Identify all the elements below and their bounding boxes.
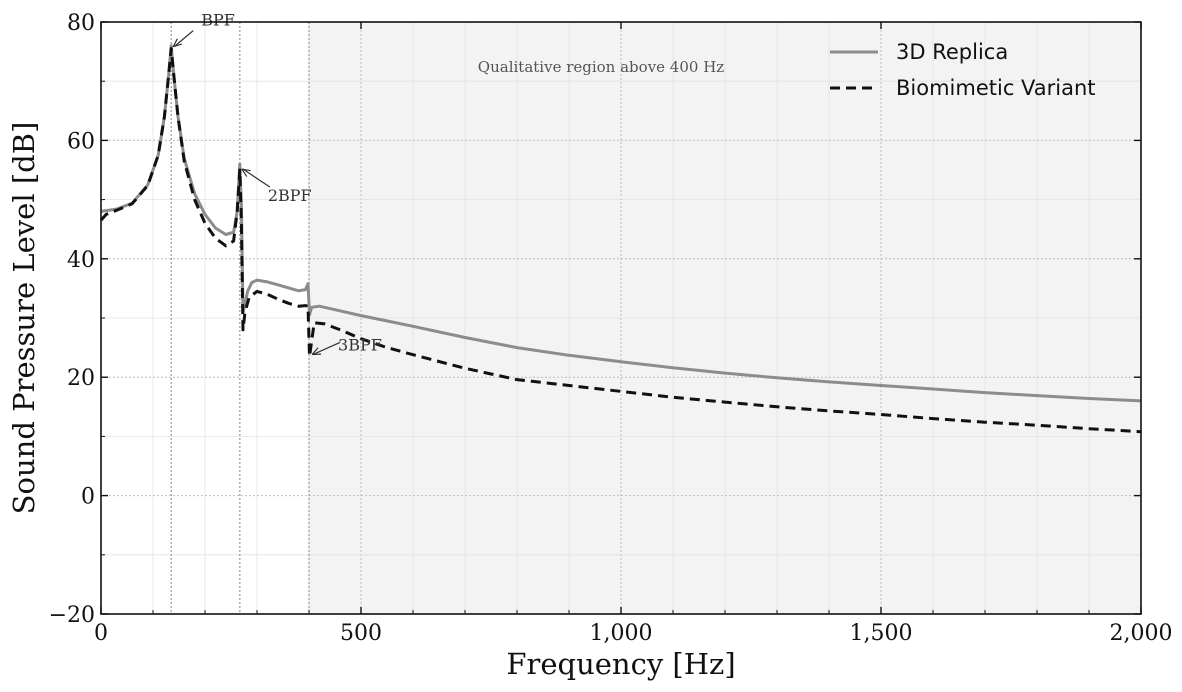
annotation-arrow-head xyxy=(241,168,251,177)
qualitative-region-label: Qualitative region above 400 Hz xyxy=(478,58,724,76)
x-tick-label: 2,000 xyxy=(1110,621,1173,646)
annotation-label: 2BPF xyxy=(268,186,312,205)
x-tick-label: 0 xyxy=(94,621,108,646)
series-layer xyxy=(99,44,1142,434)
annotation-arrow-head xyxy=(311,347,322,356)
series-line-biomimetic-variant xyxy=(99,47,1142,434)
x-tick-label: 1,500 xyxy=(850,621,913,646)
y-axis-title: Sound Pressure Level [dB] xyxy=(7,122,41,515)
x-axis-title: Frequency [Hz] xyxy=(506,647,735,681)
y-tick-label: 40 xyxy=(67,248,95,273)
annotation-arrow-shaft xyxy=(242,168,271,188)
y-tick-label: −20 xyxy=(49,603,95,628)
x-tick-label: 500 xyxy=(340,621,382,646)
y-tick-label: 0 xyxy=(81,485,95,510)
annotation-label: BPF xyxy=(201,11,235,30)
legend: 3D Replica Biomimetic Variant xyxy=(830,40,1096,100)
y-tick-label: 60 xyxy=(67,129,95,154)
legend-label-biomimetic-variant: Biomimetic Variant xyxy=(896,76,1096,100)
legend-label-3d-replica: 3D Replica xyxy=(896,40,1008,64)
annotation-arrow-shaft xyxy=(312,341,341,356)
annotation-arrow-shaft xyxy=(173,30,194,48)
y-tick-label: 80 xyxy=(67,11,95,36)
annotation-label: 3BPF xyxy=(338,335,382,354)
annotation-layer: BPF 2BPF 3BPF xyxy=(172,11,382,356)
x-tick-label: 1,000 xyxy=(590,621,653,646)
annotation-arrow-head xyxy=(172,38,183,48)
y-tick-label: 20 xyxy=(67,366,95,391)
